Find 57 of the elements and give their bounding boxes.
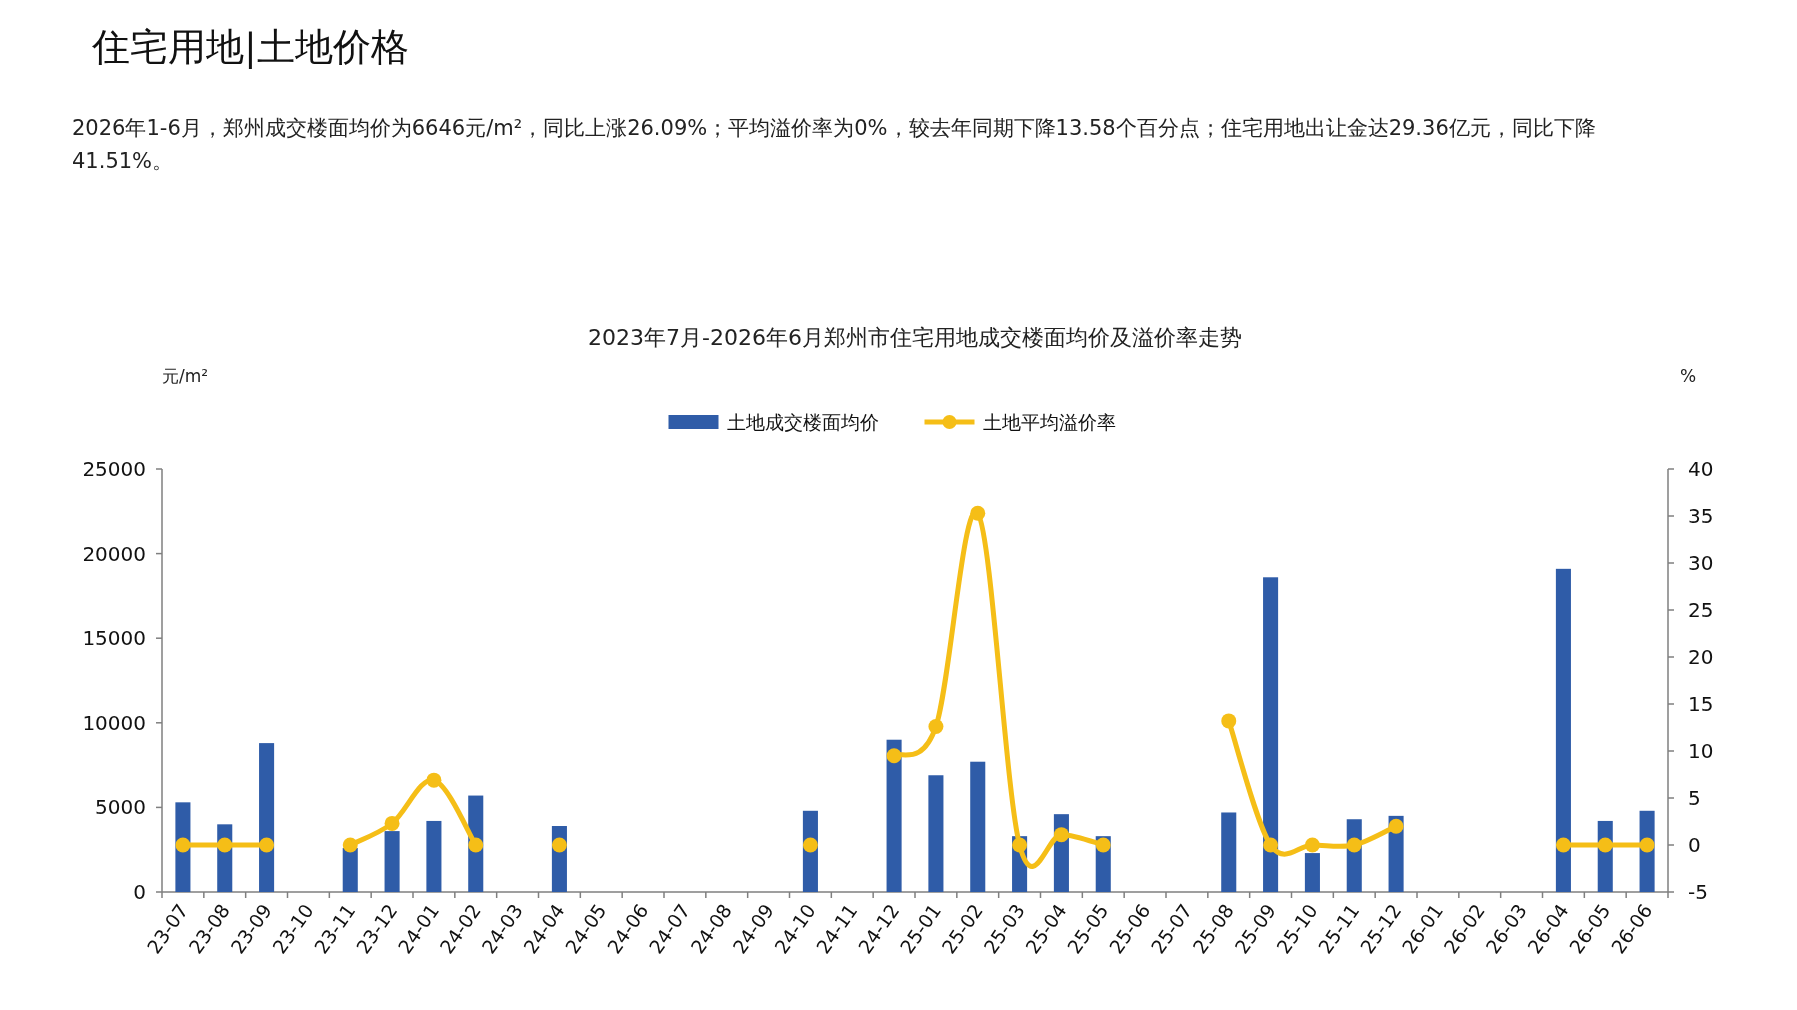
point <box>1221 713 1237 729</box>
point <box>1388 818 1404 834</box>
text: 住宅用地|土地价格 <box>92 24 409 71</box>
point <box>1053 827 1069 843</box>
bar <box>384 831 400 892</box>
text: 2026年1-6月，郑州成交楼面均价为6646元/m²，同比上涨26.09%；平均溢价率为0%，较去年同期下降13.58个百分点；住宅用地出让金达29.36亿元，同比下降41.51%。 <box>72 115 1597 175</box>
legend-label: 土地成交楼面均价 <box>726 411 879 433</box>
y2-tick-label: -5 <box>1688 880 1708 904</box>
point <box>1555 837 1571 853</box>
y2-tick-label: 25 <box>1688 598 1714 622</box>
bar <box>1304 853 1320 892</box>
point <box>1597 837 1613 853</box>
y-tick-label: 10000 <box>82 710 146 735</box>
point <box>175 837 191 853</box>
point <box>970 505 986 521</box>
point <box>259 837 275 853</box>
y2-tick-label: 35 <box>1688 504 1714 528</box>
y2-tick-label: 10 <box>1688 739 1714 763</box>
bar <box>426 820 442 892</box>
point <box>1346 837 1362 853</box>
point <box>551 837 567 853</box>
bar <box>1221 812 1237 892</box>
point <box>217 837 233 853</box>
point <box>802 837 818 853</box>
y2-tick-label: 30 <box>1688 551 1714 575</box>
bar <box>259 743 275 892</box>
point <box>1304 837 1320 853</box>
y-tick-label: 15000 <box>82 626 146 651</box>
bar <box>1263 577 1279 892</box>
point <box>928 719 944 735</box>
y2-tick-label: 20 <box>1688 645 1714 669</box>
point <box>1095 837 1111 853</box>
y2-tick-label: 40 <box>1688 457 1714 481</box>
y-axis-title: 元/m² <box>161 366 209 386</box>
y-tick-label: 25000 <box>82 457 146 481</box>
y2-tick-label: 15 <box>1688 692 1714 716</box>
point <box>468 837 484 853</box>
chart-title: 2023年7月-2026年6月郑州市住宅用地成交楼面均价及溢价率走势 <box>588 325 1242 350</box>
bar <box>342 848 358 892</box>
point <box>384 815 400 831</box>
point <box>1012 837 1028 853</box>
bar <box>1555 568 1571 892</box>
y2-tick-label: 5 <box>1688 786 1701 810</box>
y2-axis-title: % <box>1679 366 1697 386</box>
y-tick-label: 0 <box>133 880 146 904</box>
point <box>426 772 442 788</box>
point <box>1639 837 1655 853</box>
point <box>342 837 358 853</box>
y2-tick-label: 0 <box>1688 833 1701 857</box>
bar <box>970 761 986 892</box>
y-tick-label: 5000 <box>95 795 146 820</box>
point <box>886 748 902 764</box>
y-tick-label: 20000 <box>82 541 146 566</box>
bar <box>928 775 944 892</box>
point <box>1263 837 1279 853</box>
bar <box>886 739 902 892</box>
legend-label: 土地平均溢价率 <box>982 411 1116 433</box>
